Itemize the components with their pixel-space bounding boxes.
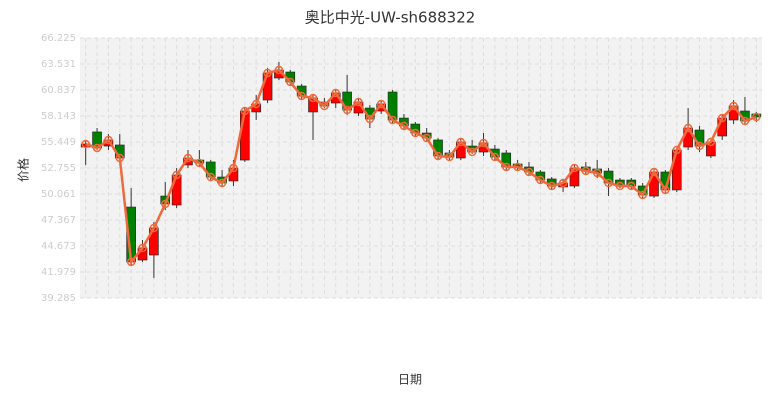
close-point — [115, 153, 125, 163]
close-point — [183, 153, 193, 163]
close-point — [445, 152, 454, 162]
close-point — [592, 168, 602, 178]
close-point — [467, 147, 477, 157]
close-point — [92, 143, 102, 153]
y-tick-label: 55.449 — [41, 137, 76, 148]
y-tick-label: 58.143 — [41, 111, 76, 122]
close-point — [365, 114, 375, 124]
close-point — [331, 88, 340, 98]
y-tick-label: 44.673 — [41, 241, 76, 252]
chart-title: 奥比中光-UW-sh688322 — [305, 9, 476, 27]
y-tick-label: 63.531 — [41, 59, 76, 70]
close-point — [376, 99, 386, 109]
close-point — [581, 166, 591, 176]
close-point — [752, 112, 761, 122]
close-point — [195, 158, 204, 168]
y-tick-label: 41.979 — [41, 267, 76, 278]
close-point — [615, 181, 625, 191]
close-point — [297, 91, 306, 101]
close-point — [524, 167, 534, 177]
close-point — [604, 178, 613, 188]
close-point — [251, 99, 261, 109]
close-point — [161, 199, 170, 209]
close-point — [547, 181, 556, 191]
close-point — [490, 152, 500, 162]
close-point — [388, 115, 397, 125]
close-point — [729, 101, 738, 111]
close-point — [683, 123, 693, 133]
close-point — [320, 101, 329, 111]
close-point — [661, 185, 670, 195]
y-tick-label: 60.837 — [41, 85, 76, 96]
candle-body — [671, 149, 682, 191]
close-point — [638, 190, 647, 200]
close-point — [229, 163, 238, 173]
close-point — [274, 65, 284, 75]
close-point — [422, 133, 431, 143]
close-point — [558, 178, 568, 188]
close-point — [354, 97, 363, 107]
close-line — [85, 68, 757, 266]
close-point — [206, 172, 215, 182]
close-point — [627, 181, 636, 191]
candle-body — [240, 110, 250, 161]
close-point — [217, 178, 227, 188]
close-point — [342, 105, 352, 115]
y-tick-label: 39.285 — [41, 293, 76, 304]
close-point — [695, 141, 704, 151]
close-point — [717, 113, 727, 123]
y-tick-label: 52.755 — [41, 163, 76, 174]
close-point — [240, 106, 250, 116]
close-point — [286, 77, 295, 87]
close-point — [263, 68, 272, 78]
x-axis-label: 日期 — [398, 373, 422, 387]
y-tick-label: 47.367 — [41, 215, 76, 226]
close-point — [502, 162, 511, 172]
close-point — [81, 139, 90, 149]
y-tick-label: 66.225 — [41, 33, 76, 44]
close-point — [672, 145, 681, 155]
close-point — [706, 137, 716, 147]
close-point — [433, 151, 443, 161]
close-point — [536, 175, 545, 185]
close-point — [479, 138, 488, 148]
close-point — [570, 163, 579, 173]
close-point — [411, 128, 420, 138]
close-point — [399, 121, 409, 131]
close-point — [308, 93, 318, 103]
y-axis-label: 价格 — [16, 158, 31, 182]
y-tick-label: 50.061 — [41, 189, 76, 200]
close-point — [456, 137, 466, 147]
close-point — [649, 167, 659, 177]
close-point — [104, 135, 113, 145]
candle-body — [171, 174, 182, 206]
close-point — [149, 223, 159, 233]
close-point — [126, 257, 136, 267]
close-point — [172, 170, 181, 180]
close-point — [513, 162, 522, 172]
close-point — [740, 116, 750, 126]
close-point — [138, 243, 147, 253]
